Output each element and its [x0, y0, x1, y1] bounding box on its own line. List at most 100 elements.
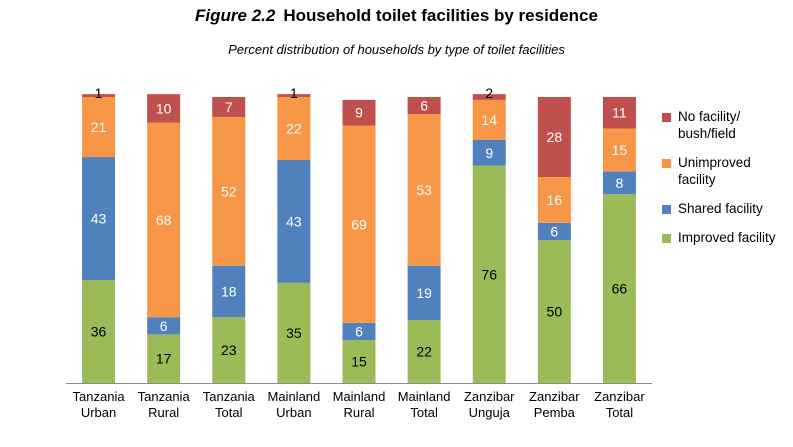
data-label: 15: [612, 142, 628, 158]
chart-legend: No facility/ bush/field Unimproved facil…: [662, 108, 792, 258]
x-tick-label-line: Unguja: [469, 405, 511, 420]
x-tick-label: Mainland Urban: [268, 389, 321, 420]
bar-segment: [212, 265, 246, 318]
data-label: 43: [286, 213, 302, 229]
x-tick-label-line: Mainland: [333, 389, 386, 404]
x-tick-label-line: Rural: [343, 405, 374, 420]
data-label: 14: [481, 112, 497, 128]
figure-label: Figure 2.2: [195, 6, 276, 25]
x-tick-label-line: Tanzania: [138, 389, 191, 404]
bar-segment: [277, 94, 311, 97]
data-label: 22: [416, 344, 432, 360]
data-label: 1: [95, 85, 103, 101]
x-tick-label-line: Total: [410, 405, 438, 420]
bar-segment: [82, 280, 116, 383]
bar-segment: [537, 97, 571, 178]
data-label: 53: [416, 182, 432, 198]
data-label: 7: [225, 99, 233, 115]
data-label: 9: [485, 145, 493, 161]
x-tick-label-line: Pemba: [534, 405, 576, 420]
legend-label-shared: Shared facility: [678, 201, 763, 216]
bar-segment: [602, 194, 636, 383]
legend-label-unimproved: Unimproved facility: [678, 155, 751, 187]
x-tick-label-line: Tanzania: [203, 389, 256, 404]
x-tick-label-line: Urban: [276, 405, 311, 420]
data-label: 22: [286, 120, 302, 136]
bar-segment: [212, 97, 246, 118]
bar-segment: [537, 240, 571, 383]
bar-segment: [277, 159, 311, 283]
x-tick-label: Tanzania Urban: [73, 389, 126, 420]
x-tick-label-line: Zanzibar: [464, 389, 515, 404]
data-label: 17: [156, 351, 172, 367]
x-tick-label-line: Mainland: [398, 389, 451, 404]
data-label: 8: [616, 175, 624, 191]
legend-swatch-shared: [662, 205, 671, 214]
x-tick-label-line: Total: [606, 405, 634, 420]
bar-segment: [407, 97, 441, 115]
data-label: 76: [481, 266, 497, 282]
x-tick-label-line: Mainland: [268, 389, 321, 404]
bar-segment: [407, 265, 441, 321]
bar-segment: [342, 99, 376, 126]
legend-swatch-unimproved: [662, 159, 671, 168]
bar-segment: [602, 128, 636, 172]
data-label: 6: [420, 98, 428, 114]
data-label: 52: [221, 183, 237, 199]
legend-swatch-no-facility: [662, 113, 671, 122]
bar-segment: [147, 334, 181, 383]
data-label: 10: [156, 100, 172, 116]
data-label: 50: [547, 304, 563, 320]
data-label: 23: [221, 342, 237, 358]
data-label: 6: [160, 318, 168, 334]
bar-segment: [147, 94, 181, 123]
data-label: 6: [355, 324, 363, 340]
bar-segment: [82, 157, 116, 281]
bar-segment: [342, 322, 376, 341]
x-tick-label-line: Rural: [148, 405, 179, 420]
data-label: 16: [547, 192, 563, 208]
bar-segment: [472, 94, 506, 100]
data-label: 18: [221, 283, 237, 299]
bar-segment: [277, 97, 311, 160]
data-label: 2: [485, 85, 493, 101]
x-tick-label-line: Tanzania: [73, 389, 126, 404]
x-tick-label: Mainland Total: [398, 389, 451, 420]
legend-item-improved: Improved facility: [662, 229, 792, 246]
bar-segment: [472, 165, 506, 383]
x-tick-label: Tanzania Total: [203, 389, 256, 420]
x-tick-label-line: Total: [215, 405, 243, 420]
data-label: 19: [416, 285, 432, 301]
legend-item-shared: Shared facility: [662, 200, 792, 217]
bar-segment: [342, 125, 376, 323]
bar-segment: [147, 122, 181, 318]
data-label: 68: [156, 212, 172, 228]
bar-segment: [342, 340, 376, 383]
x-tick-label: Mainland Rural: [333, 389, 386, 420]
bar-segment: [82, 97, 116, 158]
legend-item-unimproved: Unimproved facility: [662, 154, 792, 188]
data-label: 28: [547, 129, 563, 145]
data-label: 66: [612, 281, 628, 297]
data-label: 15: [351, 354, 367, 370]
data-label: 35: [286, 325, 302, 341]
data-label: 36: [91, 324, 107, 340]
data-label: 11: [612, 105, 627, 121]
x-tick-label-line: Urban: [81, 405, 116, 420]
bar-segment: [147, 317, 181, 335]
bar-segment: [407, 320, 441, 383]
legend-label-improved: Improved facility: [678, 230, 776, 245]
bar-segment: [407, 114, 441, 266]
bar-segment: [277, 282, 311, 383]
chart-subtitle: Percent distribution of households by ty…: [228, 42, 565, 57]
legend-label-no-facility: No facility/ bush/field: [678, 109, 741, 141]
x-tick-label: Zanzibar Pemba: [529, 389, 580, 420]
figure-title: Household toilet facilities by residence: [283, 6, 598, 25]
data-label: 21: [91, 119, 107, 135]
bar-segment: [602, 97, 636, 129]
x-tick-label-line: Zanzibar: [529, 389, 580, 404]
data-label: 9: [355, 105, 363, 121]
bar-segment: [212, 317, 246, 383]
x-tick-label: Zanzibar Total: [594, 389, 645, 420]
chart-title: Figure 2.2 Household toilet facilities by…: [0, 6, 793, 26]
